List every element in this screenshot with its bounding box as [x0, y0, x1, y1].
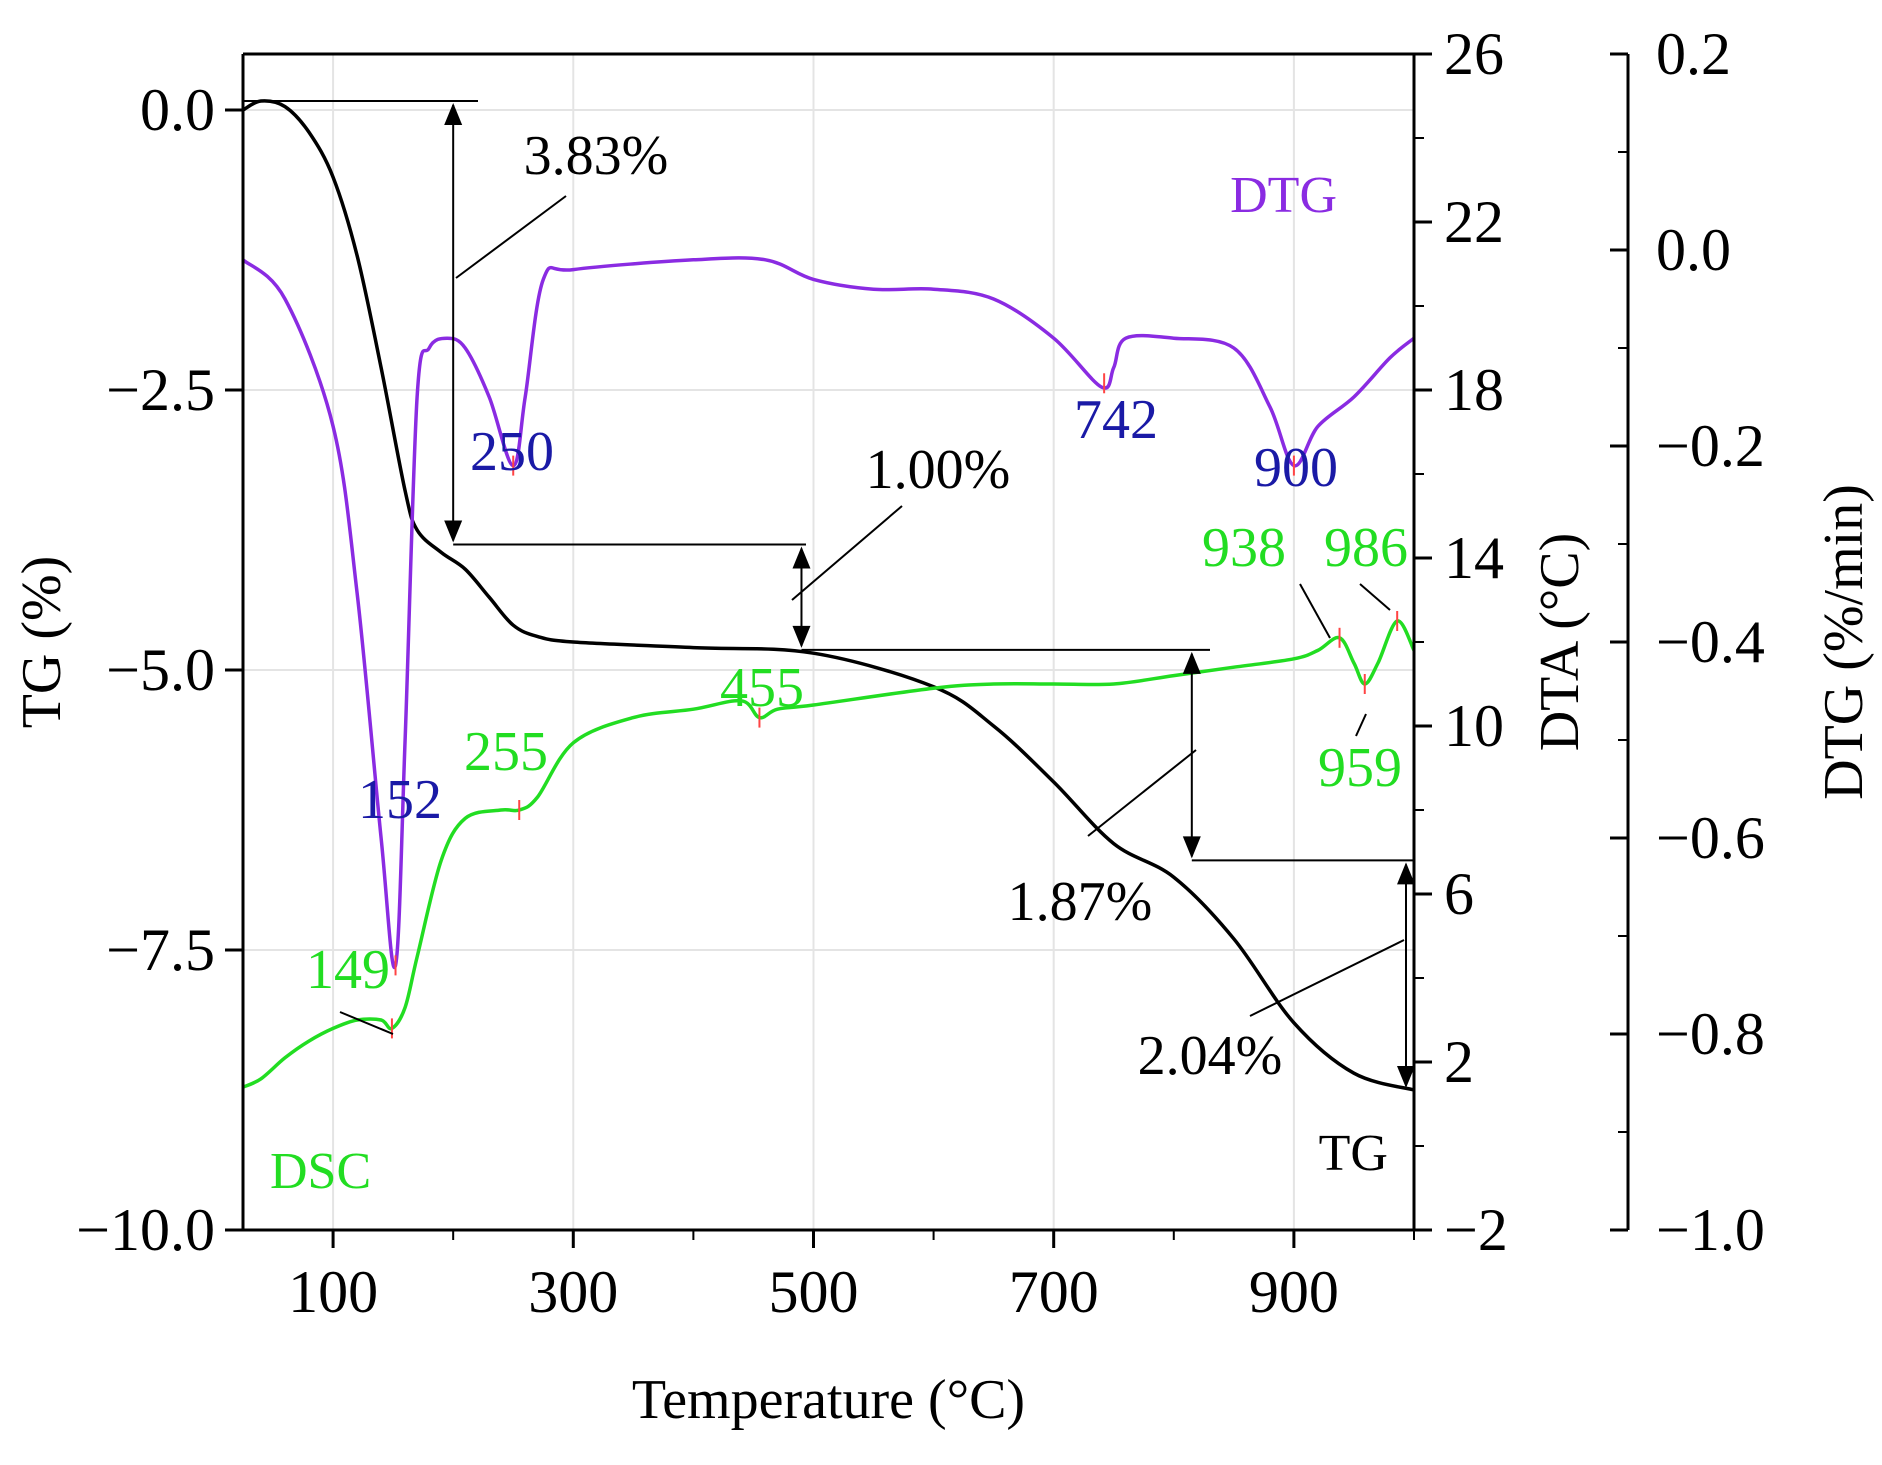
x-axis-title: Temperature (°C)	[632, 1369, 1025, 1431]
mass-loss-label: 2.04%	[1138, 1025, 1283, 1087]
series-label-dsc: DSC	[270, 1143, 371, 1200]
dta-tick-label: 22	[1444, 189, 1504, 255]
dtg-tick-label: −0.4	[1656, 609, 1765, 675]
series-layer: TG DTG DSC	[241, 99, 1416, 1200]
dtg-tick-label: −1.0	[1656, 1197, 1765, 1263]
dtg-tick-label: 0.0	[1656, 217, 1731, 283]
dta-tick-label: 2	[1444, 1029, 1474, 1095]
tg-tick-label: 0.0	[140, 77, 215, 143]
dtg-axis-title: DTG (%/min)	[1813, 484, 1875, 800]
axes: 100 300 500 700 9000.0−2.5−5.0−7.5−10.026221…	[11, 21, 1875, 1431]
peak-label: 250	[470, 421, 554, 483]
mass-loss-leader	[1087, 749, 1197, 837]
x-tick-label: 100	[288, 1259, 378, 1325]
peak-label: 255	[464, 721, 548, 783]
mass-loss-label: 1.00%	[866, 439, 1011, 501]
peak-leader	[1355, 713, 1367, 737]
peak-leader	[339, 1011, 394, 1035]
peak-label: 938	[1202, 517, 1286, 579]
peak-label: 900	[1254, 437, 1338, 499]
peak-leader	[1299, 583, 1331, 639]
mass-loss-arrowhead	[444, 520, 463, 543]
peak-label: 149	[306, 939, 390, 1001]
mass-loss-leader	[1249, 939, 1405, 1017]
mass-loss-arrowhead	[1397, 1066, 1415, 1088]
series-dsc-line	[242, 619, 1416, 1089]
mass-loss-arrowhead	[1397, 862, 1415, 885]
series-label-dtg: DTG	[1230, 167, 1337, 224]
dta-tick-label: −2	[1444, 1197, 1508, 1263]
mass-loss-leader	[455, 195, 567, 279]
series-label-tg: TG	[1319, 1125, 1388, 1182]
peak-label: 986	[1324, 517, 1408, 579]
mass-loss-label: 1.87%	[1008, 871, 1153, 933]
tg-axis-title: TG (%)	[11, 556, 73, 729]
mass-loss-arrowhead	[792, 625, 811, 648]
peak-label: 742	[1074, 389, 1158, 451]
mass-loss-arrowhead	[792, 546, 811, 569]
x-tick-label: 300	[528, 1259, 618, 1325]
dtg-tick-label: −0.8	[1656, 1001, 1765, 1067]
dtg-tick-label: 0.2	[1656, 21, 1731, 87]
dta-tick-label: 18	[1444, 357, 1504, 423]
dtg-tick-label: −0.6	[1656, 805, 1765, 871]
series-tg-line	[242, 99, 1415, 1092]
dta-tick-label: 6	[1444, 861, 1474, 927]
peak-leader	[1359, 583, 1391, 611]
series-dtg-line	[241, 256, 1416, 970]
dta-tick-label: 14	[1444, 525, 1504, 591]
x-tick-label: 500	[768, 1259, 858, 1325]
mass-loss-arrowhead	[1182, 836, 1201, 859]
mass-loss-label: 3.83%	[524, 125, 669, 187]
x-tick-label: 700	[1009, 1259, 1099, 1325]
dta-tick-label: 10	[1444, 693, 1504, 759]
tg-tick-label: −2.5	[106, 357, 215, 423]
mass-loss-leader	[791, 505, 903, 601]
tg-tick-label: −5.0	[106, 637, 215, 703]
mass-loss-arrowhead	[444, 103, 463, 126]
tg-tick-label: −7.5	[106, 917, 215, 983]
peak-labels: 152 250 742 900 149 255 455 938 959 986	[306, 373, 1408, 1039]
mass-loss-annotations: 3.83% 1.00% 1.87% 2.04%	[243, 100, 1415, 1088]
peak-label: 959	[1318, 737, 1402, 799]
dtg-tick-label: −0.2	[1656, 413, 1765, 479]
peak-label: 152	[358, 769, 442, 831]
x-tick-label: 900	[1249, 1259, 1339, 1325]
tg-tick-label: −10.0	[76, 1197, 215, 1263]
dta-axis-title: DTA (°C)	[1529, 533, 1591, 752]
dta-tick-label: 26	[1444, 21, 1504, 87]
mass-loss-arrowhead	[1182, 651, 1201, 674]
peak-label: 455	[720, 657, 804, 719]
